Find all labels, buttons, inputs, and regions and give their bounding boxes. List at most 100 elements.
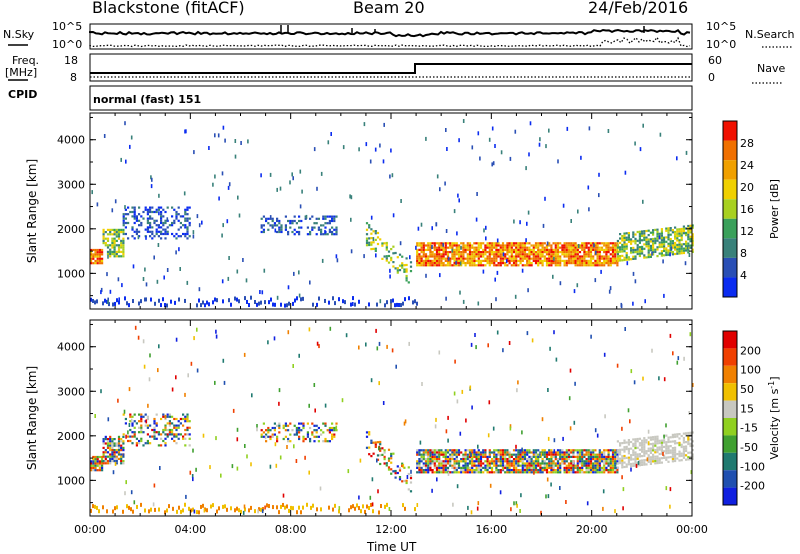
data-cell [451, 244, 454, 247]
ground-scatter-cell [234, 508, 236, 513]
data-cell [440, 248, 443, 251]
data-cell [510, 469, 513, 472]
data-cell [583, 264, 586, 267]
data-cell [556, 262, 560, 265]
data-cell [623, 243, 626, 246]
data-cell [649, 449, 652, 452]
data-cell [541, 262, 544, 265]
data-cell [422, 464, 425, 467]
data-cell [647, 458, 650, 461]
data-cell [120, 440, 123, 443]
scatter-echo [261, 290, 264, 295]
data-cell [526, 469, 529, 472]
data-cell [188, 217, 191, 220]
data-cell [479, 262, 483, 265]
data-cell [649, 458, 652, 461]
data-cell [680, 452, 683, 455]
data-cell [515, 257, 518, 260]
data-cell [643, 234, 646, 237]
data-cell [117, 440, 121, 443]
data-cell [632, 240, 635, 243]
data-cell [409, 490, 413, 493]
data-cell [689, 431, 692, 434]
data-cell [685, 441, 688, 444]
data-cell [649, 255, 652, 258]
data-cell [641, 239, 644, 242]
scatter-echo [226, 219, 229, 224]
data-cell [665, 251, 668, 254]
data-cell [567, 246, 571, 249]
scatter-echo [647, 441, 650, 446]
data-cell [284, 422, 287, 425]
data-cell [131, 431, 134, 434]
data-cell [499, 262, 502, 265]
data-cell [600, 460, 604, 463]
data-cell [184, 444, 187, 447]
ground-scatter-cell [404, 506, 406, 511]
nsearch-tick-high: 10^5 [706, 20, 737, 33]
data-cell [431, 251, 434, 254]
colorbar-tick-label: 200 [740, 344, 761, 357]
data-cell [401, 480, 404, 483]
data-cell [587, 449, 590, 452]
colorbar-tick-label: -100 [740, 460, 765, 473]
data-cell [431, 255, 434, 258]
data-cell [177, 206, 180, 209]
data-cell [592, 469, 595, 472]
scatter-echo [669, 487, 672, 492]
data-cell [687, 224, 690, 228]
data-cell [433, 455, 436, 458]
data-cell [543, 255, 546, 258]
data-cell [519, 262, 522, 265]
data-cell [528, 455, 531, 458]
data-cell [616, 462, 619, 465]
scatter-echo [399, 241, 402, 246]
scatter-echo [514, 129, 517, 134]
data-cell [122, 231, 125, 234]
data-cell [660, 232, 663, 235]
data-cell [594, 469, 597, 472]
data-cell [660, 452, 663, 455]
data-cell [552, 460, 555, 463]
data-cell [186, 426, 189, 429]
data-cell [526, 255, 529, 258]
data-cell [381, 453, 384, 456]
data-cell [596, 259, 599, 262]
data-cell [482, 449, 485, 452]
data-cell [515, 466, 518, 469]
data-cell [146, 424, 149, 427]
data-cell [548, 244, 551, 247]
data-cell [90, 469, 93, 472]
ground-scatter-cell [302, 296, 304, 301]
data-cell [667, 238, 670, 241]
data-cell [563, 244, 566, 247]
data-cell [317, 217, 320, 220]
scatter-echo [519, 509, 521, 513]
data-cell [331, 437, 334, 441]
data-cell [387, 459, 391, 462]
scatter-echo [107, 417, 110, 422]
data-cell [570, 451, 573, 454]
data-cell [486, 257, 489, 260]
data-cell [543, 455, 546, 458]
data-cell [565, 244, 568, 247]
data-cell [607, 451, 610, 454]
data-cell [295, 222, 298, 225]
data-cell [515, 246, 518, 249]
data-cell [519, 464, 522, 467]
data-cell [387, 457, 391, 460]
data-cell [589, 451, 593, 454]
data-cell [133, 433, 136, 436]
data-cell [466, 255, 469, 258]
data-cell [548, 264, 551, 267]
data-cell [429, 264, 432, 267]
data-cell [632, 464, 635, 467]
data-cell [457, 453, 461, 456]
scatter-echo [588, 207, 590, 212]
data-cell [122, 215, 125, 218]
data-cell [418, 255, 421, 258]
data-cell [594, 259, 597, 262]
scatter-echo [269, 215, 272, 220]
colorbar-swatch [723, 199, 737, 219]
data-cell [643, 463, 646, 466]
